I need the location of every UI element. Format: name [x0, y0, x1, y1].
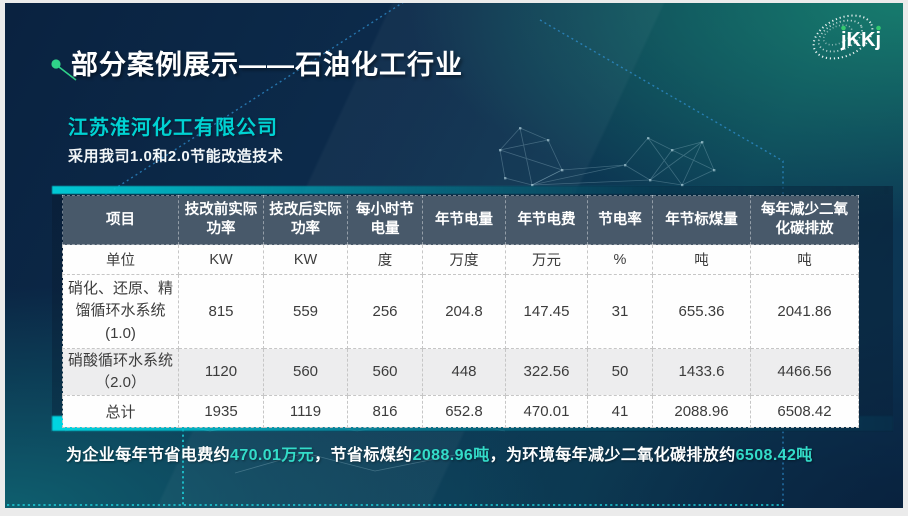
page-title: 部分案例展示——石油化工行业 — [71, 50, 463, 80]
header-cell: 年节标煤量 — [652, 195, 751, 245]
table-cell: 41 — [587, 394, 653, 428]
unit-cell: 万元 — [505, 244, 588, 275]
header-cell: 项目 — [62, 195, 179, 245]
table-row: 硝酸循环水系统 （2.0） 1120 560 560 448 322.56 50… — [62, 348, 859, 396]
row-label: 总计 — [62, 394, 179, 428]
header-cell: 年节电费 — [505, 195, 588, 245]
case-data-table: 项目 技改前实际功率 技改后实际功率 每小时节电量 年节电量 年节电费 节电率 … — [62, 195, 859, 428]
table-cell: 1935 — [178, 394, 264, 428]
header-cell: 年节电量 — [422, 195, 506, 245]
summary-highlight: 6508.42吨 — [735, 447, 813, 464]
summary-highlight: 470.01万元 — [230, 447, 315, 464]
unit-cell: 吨 — [750, 244, 859, 275]
table-cell: 560 — [263, 348, 348, 396]
summary-highlight: 2088.96吨 — [412, 447, 490, 464]
table-cell: 50 — [587, 348, 653, 396]
table-cell: 816 — [347, 394, 423, 428]
logo-text: jKKj — [840, 29, 881, 51]
panel-glow-top — [52, 186, 893, 194]
unit-cell: KW — [178, 244, 264, 275]
logo-dot-left — [841, 25, 846, 31]
table-cell: 1433.6 — [652, 348, 751, 396]
unit-cell: 单位 — [62, 244, 179, 275]
table-cell: 470.01 — [505, 394, 588, 428]
header-cell: 技改后实际功率 — [263, 195, 348, 245]
table-cell: 256 — [347, 274, 423, 349]
header-cell: 每年减少二氧化碳排放 — [750, 195, 859, 245]
unit-cell: 吨 — [652, 244, 751, 275]
unit-cell: KW — [263, 244, 348, 275]
table-cell: 1119 — [263, 394, 348, 428]
table-header-row: 项目 技改前实际功率 技改后实际功率 每小时节电量 年节电量 年节电费 节电率 … — [62, 195, 859, 245]
unit-cell: % — [587, 244, 653, 275]
summary-text: 为企业每年节省电费约470.01万元，节省标煤约2088.96吨，为环境每年减少… — [66, 443, 876, 469]
row-label: 硝酸循环水系统 （2.0） — [62, 348, 179, 396]
technology-subtitle: 采用我司1.0和2.0节能改造技术 — [68, 148, 284, 165]
table-cell: 655.36 — [652, 274, 751, 349]
summary-segment: 为企业每年节省电费约 — [66, 447, 231, 464]
logo-dot-right — [876, 25, 881, 31]
table-cell: 31 — [587, 274, 653, 349]
summary-segment: ，节省标煤约 — [314, 447, 413, 464]
unit-cell: 万度 — [422, 244, 506, 275]
table-row: 硝化、还原、精馏循环水系统(1.0) 815 559 256 204.8 147… — [62, 274, 859, 349]
table-cell: 6508.42 — [750, 394, 859, 428]
jkkj-logo: jKKj — [812, 14, 881, 60]
table-cell: 204.8 — [422, 274, 506, 349]
table-cell: 560 — [347, 348, 423, 396]
table-cell: 2088.96 — [652, 394, 751, 428]
table-unit-row: 单位 KW KW 度 万度 万元 % 吨 吨 — [62, 244, 859, 275]
row-label: 硝化、还原、精馏循环水系统(1.0) — [62, 274, 179, 349]
table-cell: 2041.86 — [750, 274, 859, 349]
table-cell: 652.8 — [422, 394, 506, 428]
header-cell: 节电率 — [587, 195, 653, 245]
table-total-row: 总计 1935 1119 816 652.8 470.01 41 2088.96… — [62, 394, 859, 428]
table-cell: 147.45 — [505, 274, 588, 349]
table-cell: 1120 — [178, 348, 264, 396]
table-cell: 322.56 — [505, 348, 588, 396]
header-cell: 每小时节电量 — [347, 195, 423, 245]
title-bullet-dot — [51, 59, 61, 69]
table-cell: 4466.56 — [750, 348, 859, 396]
summary-segment: ，为环境每年减少二氧化碳排放约 — [489, 447, 736, 464]
table-cell: 559 — [263, 274, 348, 349]
company-name: 江苏淮河化工有限公司 — [68, 117, 278, 139]
table-cell: 448 — [422, 348, 506, 396]
header-cell: 技改前实际功率 — [178, 195, 264, 245]
table-cell: 815 — [178, 274, 264, 349]
unit-cell: 度 — [347, 244, 423, 275]
presentation-slide: jKKj 部分案例展示——石油化工行业 江苏淮河化工有限公司 采用我司1.0和2… — [5, 3, 903, 508]
